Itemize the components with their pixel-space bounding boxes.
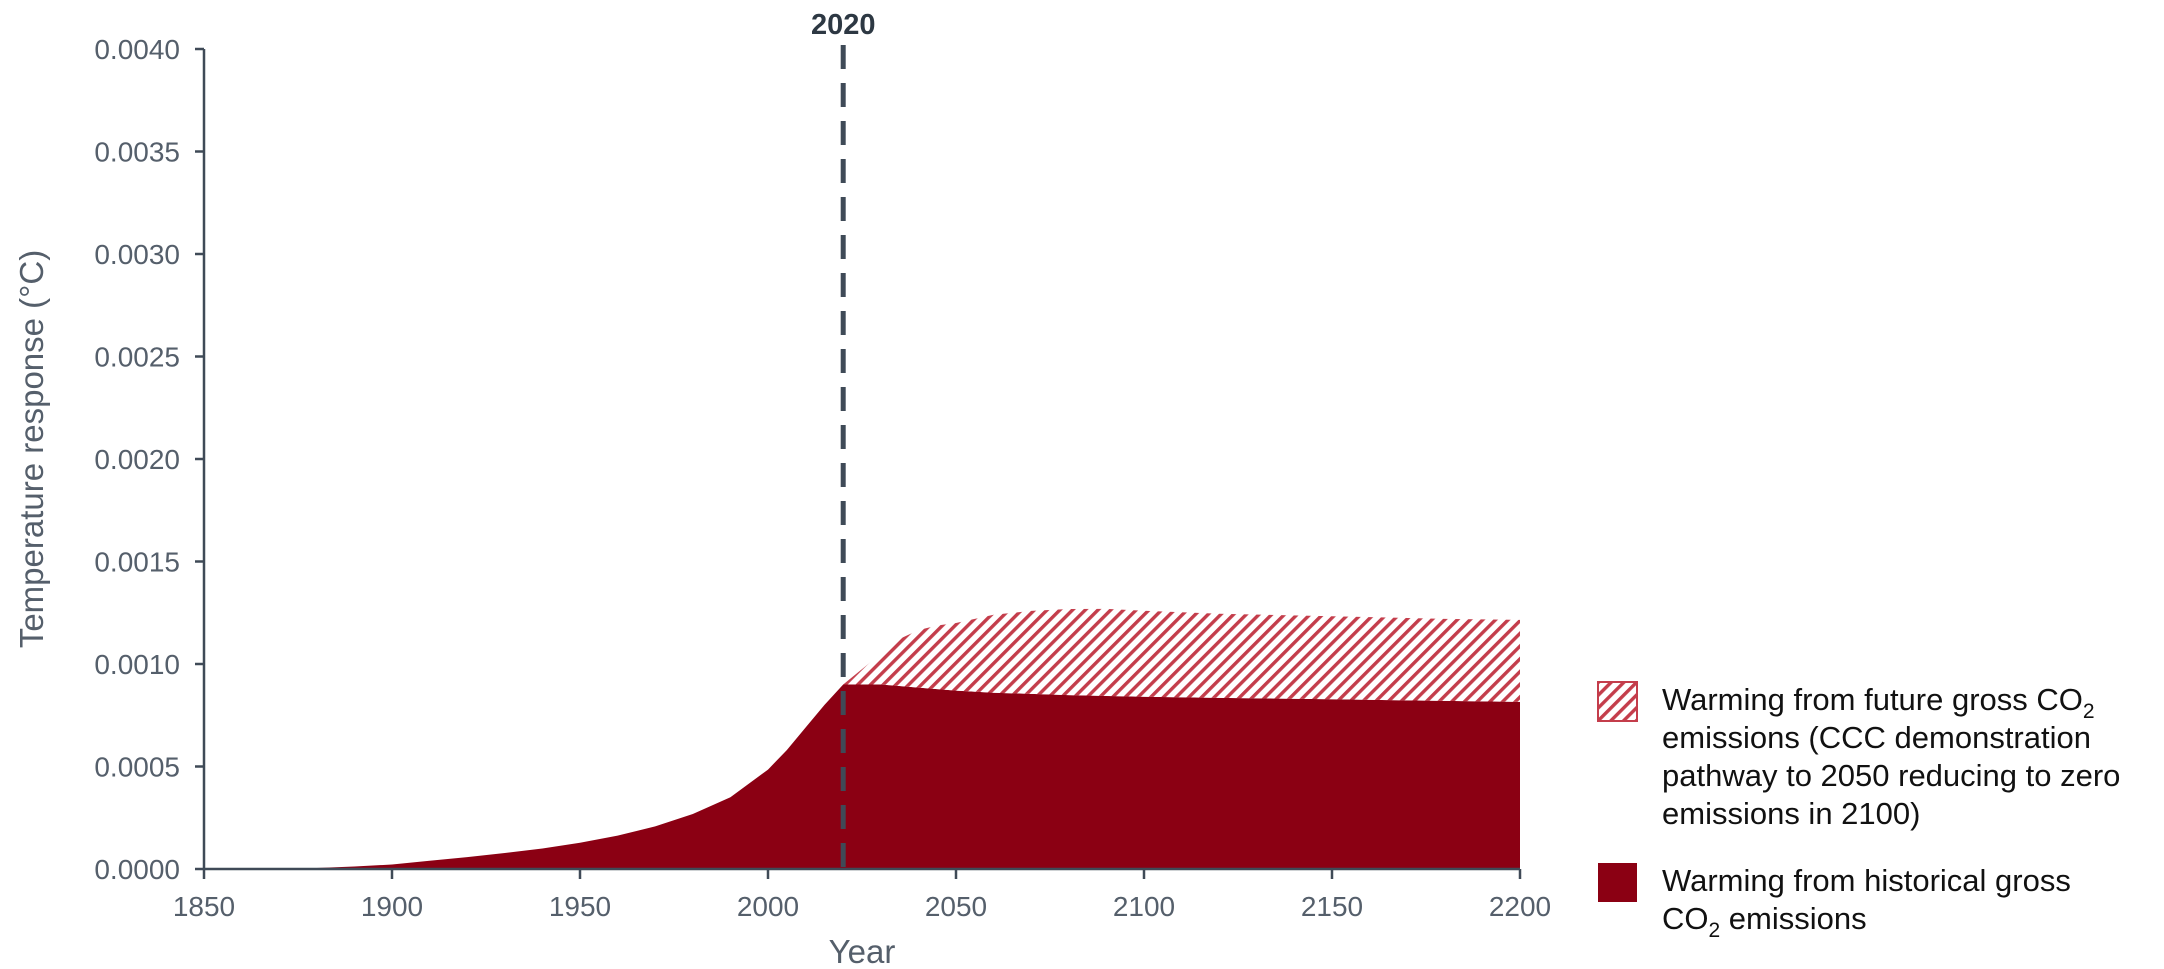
y-tick-label: 0.0015 (94, 547, 180, 578)
x-axis-title: Year (829, 933, 896, 969)
y-tick-label: 0.0020 (94, 444, 180, 475)
x-tick-label: 2100 (1113, 891, 1175, 922)
legend-label-line: pathway to 2050 reducing to zero (1662, 758, 2120, 793)
y-tick-label: 0.0040 (94, 34, 180, 65)
y-tick-label: 0.0035 (94, 137, 180, 168)
x-tick-label: 2000 (737, 891, 799, 922)
series-future-area (843, 608, 1520, 702)
legend-label-line: CO2 emissions (1662, 901, 1867, 942)
y-tick-label: 0.0010 (94, 649, 180, 680)
marker-label: 2020 (811, 9, 876, 41)
y-tick-label: 0.0000 (94, 854, 180, 885)
legend-label-line: emissions in 2100) (1662, 796, 1920, 831)
area-layer (204, 608, 1520, 869)
ticks: 0.0000 0.0005 0.0010 0.0015 0.0020 0.0025 0.00… (94, 34, 1551, 922)
legend-swatch-historical (1598, 863, 1637, 902)
series-historical-area (204, 684, 1520, 869)
y-tick-label: 0.0025 (94, 342, 180, 373)
legend-label-line: Warming from future gross CO2 (1662, 682, 2095, 723)
x-tick-label: 2150 (1301, 891, 1363, 922)
y-tick-label: 0.0030 (94, 239, 180, 270)
legend-label-line: Warming from historical gross (1662, 863, 2071, 898)
x-tick-label: 1900 (361, 891, 423, 922)
marker-2020: 2020 (811, 9, 876, 869)
x-tick-label: 1950 (549, 891, 611, 922)
x-tick-label: 2200 (1489, 891, 1551, 922)
x-tick-label: 1850 (173, 891, 235, 922)
y-axis-title: Temperature response (°C) (13, 250, 50, 648)
legend-swatch-future (1597, 681, 1638, 722)
x-tick-label: 2050 (925, 891, 987, 922)
y-tick-label: 0.0005 (94, 752, 180, 783)
legend-label-line: emissions (CCC demonstration (1662, 720, 2091, 755)
